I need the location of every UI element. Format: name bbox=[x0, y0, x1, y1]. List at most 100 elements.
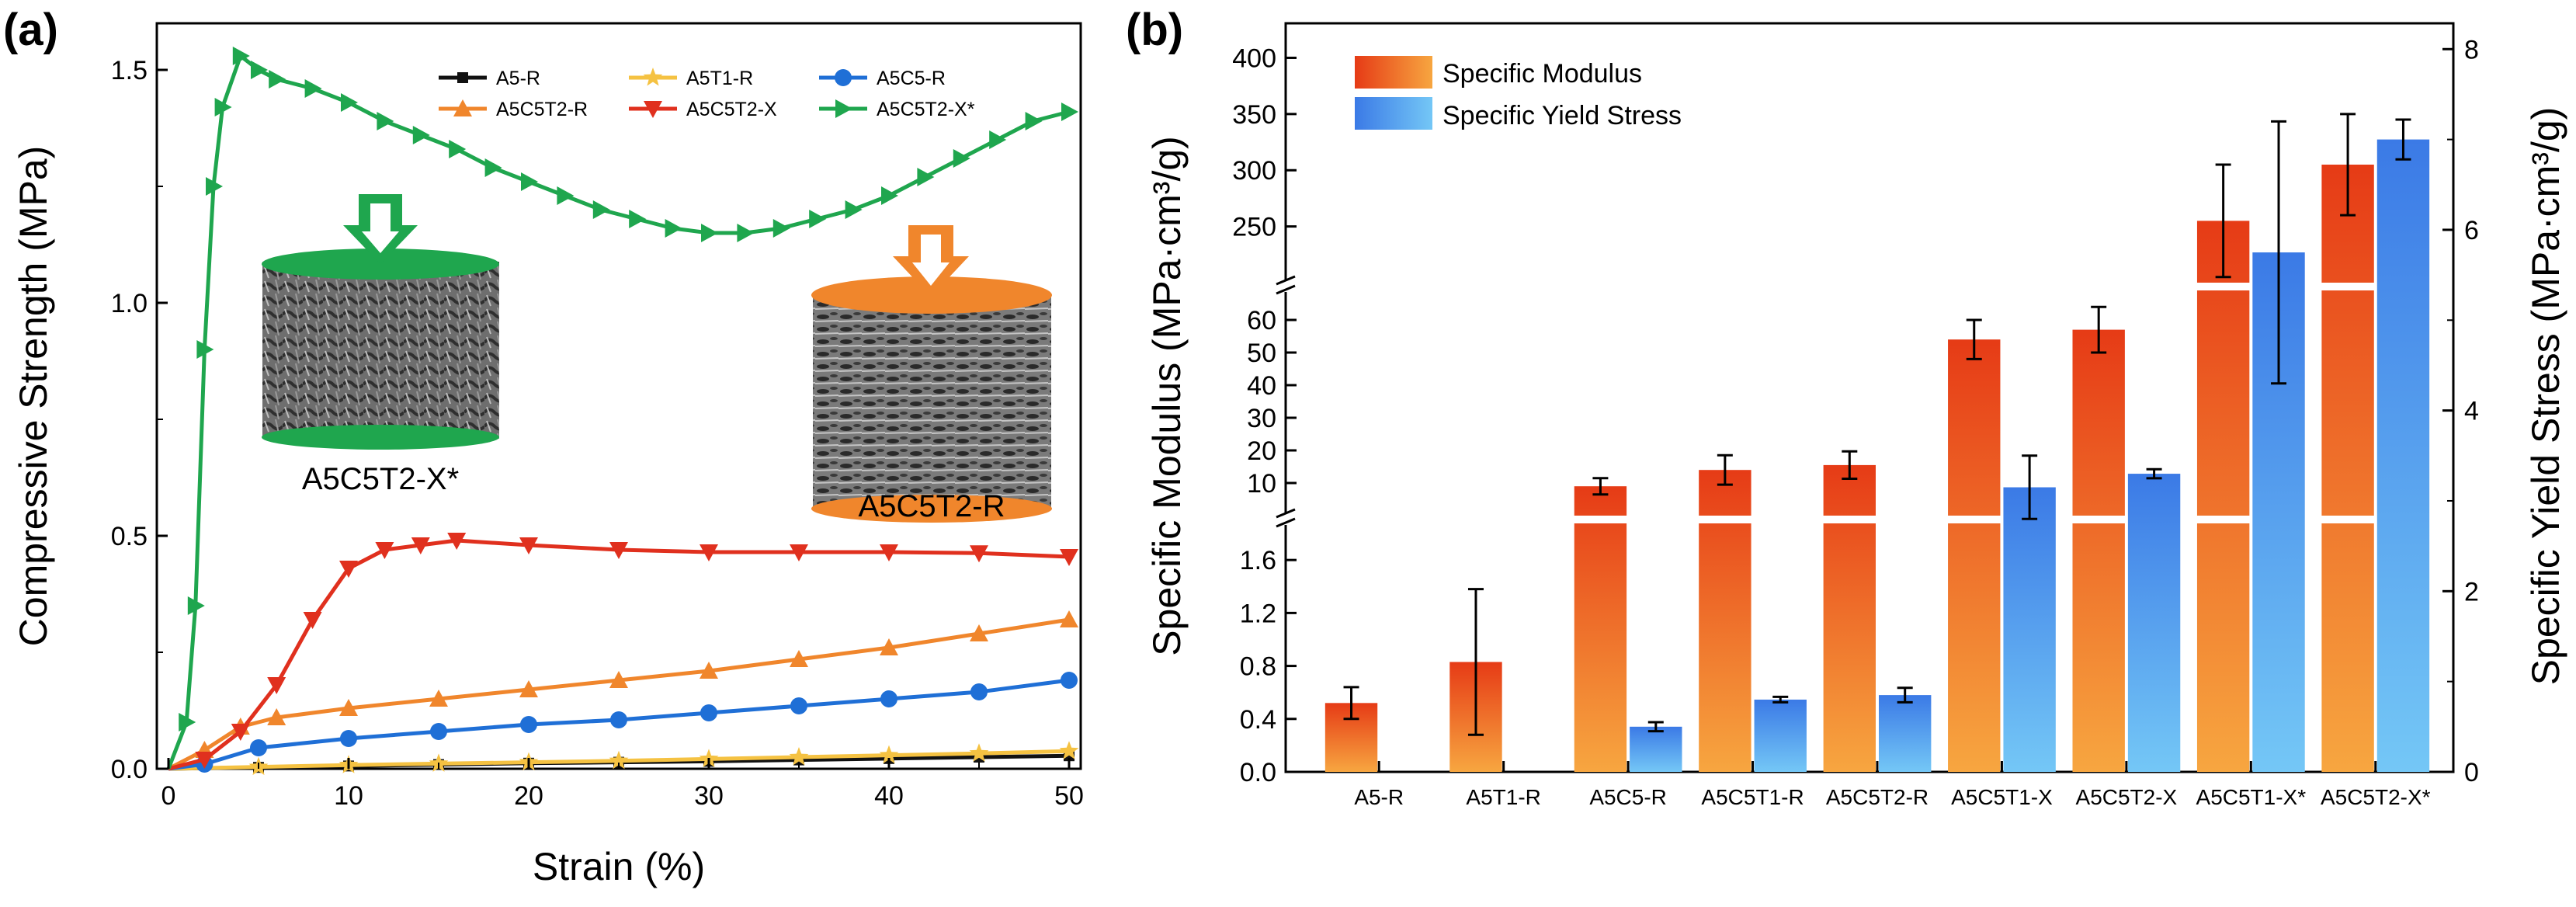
left-y-tick-label: 20 bbox=[1247, 436, 1276, 466]
inset-micrograph-xstar bbox=[262, 262, 499, 439]
bar-break-gap bbox=[2195, 516, 2251, 523]
axis-break-mark bbox=[1276, 517, 1296, 528]
panel-b-legend: Specific Modulus Specific Yield Stress bbox=[1355, 56, 1682, 130]
inset-micrograph-r bbox=[813, 294, 1051, 509]
data-point bbox=[377, 112, 394, 130]
data-point bbox=[772, 219, 790, 238]
bar-specific-yield-stress bbox=[1879, 695, 1932, 772]
panel-a-series-group bbox=[166, 47, 1079, 776]
panel-a-legend: A5-R A5T1-R A5C5-R A5C5T2-R A5C5T2-X A5C5T2-X… bbox=[439, 68, 975, 120]
left-y-tick-label: 250 bbox=[1232, 213, 1276, 242]
data-point bbox=[609, 750, 629, 770]
data-point bbox=[557, 186, 575, 205]
data-point bbox=[449, 140, 467, 158]
bar-specific-modulus bbox=[1948, 339, 2001, 772]
x-category-label: A5C5T2-X bbox=[2076, 785, 2178, 809]
left-y-tick-label: 0.4 bbox=[1240, 705, 1276, 735]
data-point bbox=[339, 699, 358, 716]
data-point bbox=[917, 168, 935, 186]
bar-break-gap bbox=[2320, 283, 2376, 290]
data-point bbox=[411, 537, 430, 554]
legend-label: A5C5T2-R bbox=[496, 99, 588, 120]
legend-label-yield: Specific Yield Stress bbox=[1442, 101, 1682, 130]
data-point bbox=[1061, 672, 1078, 689]
data-point bbox=[881, 186, 898, 205]
x-category-label: A5C5T1-X* bbox=[2196, 785, 2307, 809]
left-y-tick-label: 1.2 bbox=[1240, 599, 1276, 628]
data-point bbox=[521, 172, 538, 191]
left-y-tick-label: 400 bbox=[1232, 43, 1276, 73]
left-y-tick-label: 60 bbox=[1247, 306, 1276, 335]
data-point bbox=[970, 545, 988, 563]
data-point bbox=[251, 61, 268, 79]
data-point bbox=[1061, 103, 1078, 121]
right-y-tick-label: 6 bbox=[2464, 216, 2479, 245]
bar-break-gap bbox=[1821, 516, 1877, 523]
x-category-label: A5C5T2-X* bbox=[2321, 785, 2431, 809]
data-point bbox=[665, 219, 682, 238]
right-y-tick-label: 8 bbox=[2464, 35, 2479, 64]
data-point bbox=[187, 596, 205, 615]
data-point bbox=[809, 210, 827, 228]
legend-label-modulus: Specific Modulus bbox=[1442, 59, 1642, 89]
x-tick-label: 20 bbox=[514, 781, 543, 811]
legend-label: A5C5T2-X bbox=[686, 99, 777, 120]
inset-label-xstar: A5C5T2-X* bbox=[302, 462, 459, 496]
bar-specific-yield-stress bbox=[1754, 699, 1807, 772]
legend-marker bbox=[835, 99, 852, 118]
legend-label: A5-R bbox=[496, 68, 540, 89]
data-point bbox=[953, 149, 970, 168]
inset-cylinder-bottom-green bbox=[262, 425, 499, 450]
data-point bbox=[1060, 549, 1078, 566]
x-tick-label: 0 bbox=[161, 781, 176, 811]
bar-break-gap bbox=[1946, 516, 2002, 523]
legend-label: A5C5T2-X* bbox=[877, 99, 975, 120]
bar-specific-yield-stress bbox=[2127, 474, 2181, 772]
data-point bbox=[303, 612, 322, 629]
panel-b-left-axis-title: Specific Modulus (MPa·cm³/g) bbox=[1145, 136, 1189, 656]
data-point bbox=[989, 130, 1007, 149]
right-y-tick-label: 0 bbox=[2464, 758, 2479, 787]
data-point bbox=[430, 723, 447, 740]
data-point bbox=[341, 93, 358, 112]
x-tick-label: 50 bbox=[1054, 781, 1084, 811]
data-point bbox=[375, 542, 394, 559]
data-point bbox=[737, 224, 755, 242]
arrow-down-inner-icon bbox=[362, 203, 399, 253]
inset-a5c5t2-r bbox=[811, 225, 1052, 523]
data-point bbox=[610, 711, 627, 728]
left-y-tick-label: 40 bbox=[1247, 371, 1276, 401]
data-point bbox=[195, 752, 214, 769]
bar-specific-yield-stress bbox=[2003, 487, 2056, 772]
data-point bbox=[970, 683, 988, 700]
left-y-tick-label: 0.8 bbox=[1240, 652, 1276, 682]
bar-break-gap bbox=[2195, 283, 2251, 290]
legend-swatch-yield bbox=[1355, 97, 1432, 130]
data-point bbox=[196, 340, 214, 359]
bar-break-gap bbox=[1697, 516, 1753, 523]
data-point bbox=[447, 533, 467, 550]
data-point bbox=[1059, 741, 1079, 759]
bar-break-gap bbox=[2320, 516, 2376, 523]
right-y-tick-label: 4 bbox=[2464, 397, 2479, 426]
data-point bbox=[629, 210, 647, 228]
bar-specific-yield-stress bbox=[1630, 726, 1682, 772]
legend-label: A5C5-R bbox=[877, 68, 946, 89]
inset-cylinder-bottom-orange bbox=[811, 495, 1052, 523]
data-point bbox=[845, 200, 863, 219]
bar-break-gap bbox=[1572, 516, 1629, 523]
data-point bbox=[790, 650, 808, 667]
bar-specific-modulus bbox=[2321, 165, 2374, 772]
left-y-tick-label: 1.6 bbox=[1240, 546, 1276, 575]
data-point bbox=[879, 745, 899, 764]
series-line-a5c5-r bbox=[168, 678, 1070, 771]
y-tick-label: 1.0 bbox=[111, 289, 148, 318]
data-point bbox=[304, 79, 322, 98]
x-category-label: A5C5T2-R bbox=[1826, 785, 1929, 809]
bar-specific-modulus bbox=[2196, 221, 2250, 772]
x-category-label: A5C5T1-R bbox=[1701, 785, 1804, 809]
x-tick-label: 30 bbox=[694, 781, 724, 811]
right-y-tick-label: 2 bbox=[2464, 577, 2479, 606]
left-y-tick-label: 50 bbox=[1247, 339, 1276, 368]
